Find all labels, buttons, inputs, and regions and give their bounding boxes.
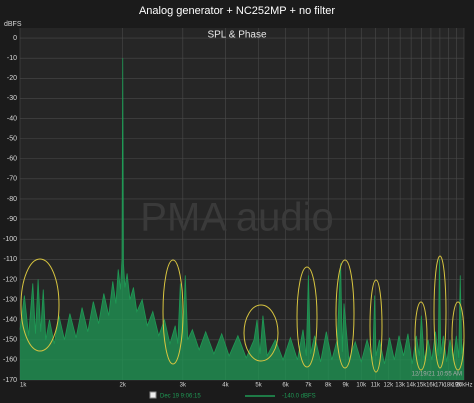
plot-label: SPL & Phase xyxy=(207,30,267,41)
x-tick-label: 7k xyxy=(305,383,312,389)
x-tick-label: 16k xyxy=(426,383,437,389)
watermark: PMA audio xyxy=(140,196,333,240)
highlight-ellipse xyxy=(451,301,465,371)
y-tick-label: -120 xyxy=(3,276,17,283)
y-tick-label: -50 xyxy=(7,135,17,142)
highlight-ellipse xyxy=(433,255,447,369)
y-axis-label: dBFS xyxy=(4,21,22,28)
x-tick-label: 17k xyxy=(435,383,446,389)
x-tick-label: 10k xyxy=(356,383,367,389)
x-tick-label: 13k xyxy=(395,383,406,389)
x-tick-label: 20kHz xyxy=(455,383,472,389)
y-tick-label: -60 xyxy=(7,156,17,163)
y-tick-label: -30 xyxy=(7,95,17,102)
x-tick-label: 19k xyxy=(452,383,463,389)
x-tick-label: 2k xyxy=(120,383,127,389)
y-tick-label: -80 xyxy=(7,196,17,203)
y-tick-label: -90 xyxy=(7,216,17,223)
spectrum-area xyxy=(20,58,464,381)
y-tick-label: -160 xyxy=(3,357,17,364)
y-tick-label: -100 xyxy=(3,236,17,243)
y-tick-label: -170 xyxy=(3,377,17,384)
highlight-ellipse xyxy=(243,304,279,362)
legend-checkbox[interactable] xyxy=(149,391,157,399)
highlight-ellipse xyxy=(296,266,318,368)
data xyxy=(19,58,465,381)
legend-label: Dec 19 9:06:15 xyxy=(160,394,201,400)
spectrum-line xyxy=(19,58,465,364)
x-tick-label: 11k xyxy=(371,383,381,389)
x-tick-label: 14k xyxy=(406,383,417,389)
highlight-ellipse xyxy=(414,301,428,371)
x-tick-label: 18k xyxy=(444,383,455,389)
highlight-ellipse xyxy=(335,259,355,369)
chart-title: Analog generator + NC252MP + no filter xyxy=(139,5,335,17)
y-tick-label: -150 xyxy=(3,337,17,344)
x-tick-label: 5k xyxy=(255,383,262,389)
x-tick-label: 8k xyxy=(325,383,332,389)
y-tick-label: -130 xyxy=(3,296,17,303)
y-tick-label: -140 xyxy=(3,317,17,324)
y-tick-label: -70 xyxy=(7,176,17,183)
highlight-ellipse xyxy=(162,259,184,365)
x-tick-label: 6k xyxy=(282,383,289,389)
y-tick-label: -40 xyxy=(7,115,17,122)
x-tick-label: 9k xyxy=(342,383,349,389)
y-tick-label: -10 xyxy=(7,55,17,62)
y-tick-label: -20 xyxy=(7,75,17,82)
legend-value: -140.0 dBFS xyxy=(282,394,316,400)
y-tick-label: 0 xyxy=(13,35,17,42)
highlight-ellipse xyxy=(369,279,383,373)
x-tick-label: 3k xyxy=(180,383,187,389)
timestamp: 12/19/21 10:55 AM xyxy=(412,372,462,378)
x-tick-label: 15k xyxy=(417,383,428,389)
x-tick-label: 12k xyxy=(383,383,394,389)
y-tick-label: -110 xyxy=(4,256,18,263)
x-tick-label: 4k xyxy=(222,383,229,389)
x-tick-label: 1k xyxy=(20,383,27,389)
highlight-ellipse xyxy=(20,258,60,352)
